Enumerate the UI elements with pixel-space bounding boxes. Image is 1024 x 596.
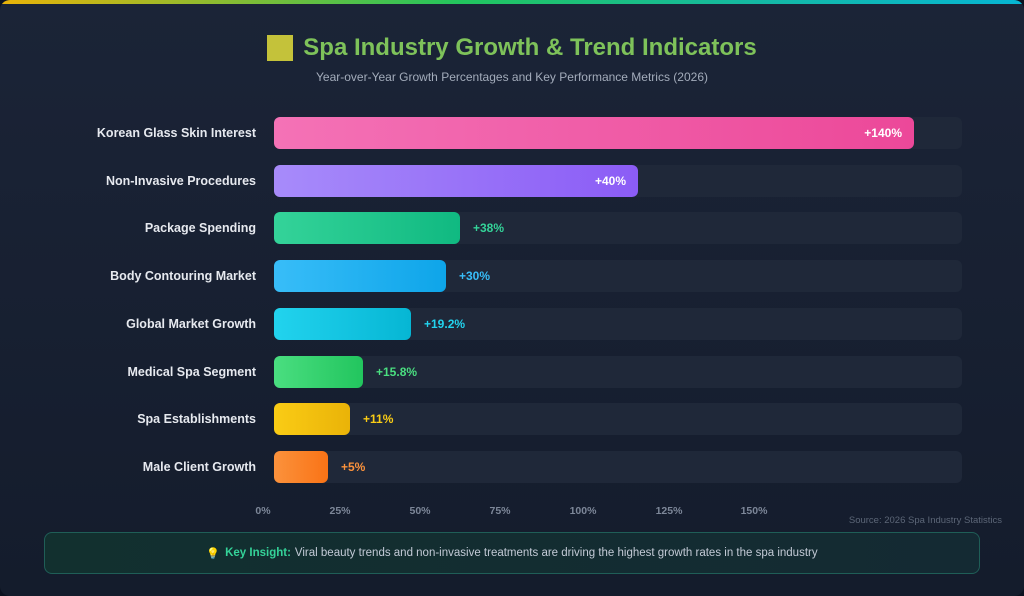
bar (274, 165, 638, 197)
bar-value-label: +140% (864, 126, 902, 140)
x-tick-label: 25% (329, 505, 351, 517)
category-label: Global Market Growth (126, 317, 256, 331)
category-label: Package Spending (144, 221, 256, 235)
bar-value-label: +38% (473, 221, 505, 235)
x-tick-label: 75% (489, 505, 511, 517)
source-note: Source: 2026 Spa Industry Statistics (848, 515, 1002, 526)
x-tick-label: 100% (569, 505, 597, 517)
x-tick-label: 150% (740, 505, 768, 517)
chart-subtitle: Year-over-Year Growth Percentages and Ke… (316, 70, 708, 84)
bar-track (274, 403, 962, 435)
key-insight-box: 💡 Key Insight: Viral beauty trends and n… (44, 532, 980, 574)
bar-value-label: +15.8% (376, 365, 418, 379)
bar (274, 356, 363, 388)
category-label: Body Contouring Market (110, 269, 256, 283)
bar-track (274, 356, 962, 388)
x-tick-label: 125% (655, 505, 683, 517)
x-tick-label: 0% (255, 505, 271, 517)
bar (274, 212, 460, 244)
category-label: Spa Establishments (137, 412, 256, 426)
chart-square-icon (267, 35, 294, 61)
bar (274, 403, 350, 435)
x-tick-label: 50% (409, 505, 431, 517)
bar (274, 451, 328, 483)
bar-value-label: +40% (594, 174, 626, 188)
category-label: Male Client Growth (142, 460, 256, 474)
key-insight-text: Viral beauty trends and non-invasive tre… (294, 547, 818, 559)
lightbulb-icon: 💡 (206, 547, 221, 560)
chart-title: Spa Industry Growth & Trend Indicators (303, 34, 757, 61)
bar-value-label: +19.2% (424, 317, 466, 331)
bar-value-label: +5% (341, 460, 366, 474)
category-label: Non-Invasive Procedures (105, 174, 256, 188)
top-accent-line (0, 0, 1024, 4)
bar (274, 308, 411, 340)
bar (274, 117, 914, 149)
title-row: Spa Industry Growth & Trend Indicators (0, 34, 1024, 62)
bar-value-label: +30% (459, 269, 491, 283)
key-insight-label: Key Insight: (225, 547, 291, 559)
category-label: Medical Spa Segment (127, 365, 256, 379)
bar-value-label: +11% (363, 412, 394, 426)
bar (274, 260, 446, 292)
category-label: Korean Glass Skin Interest (96, 126, 256, 140)
bar-track (274, 451, 962, 483)
